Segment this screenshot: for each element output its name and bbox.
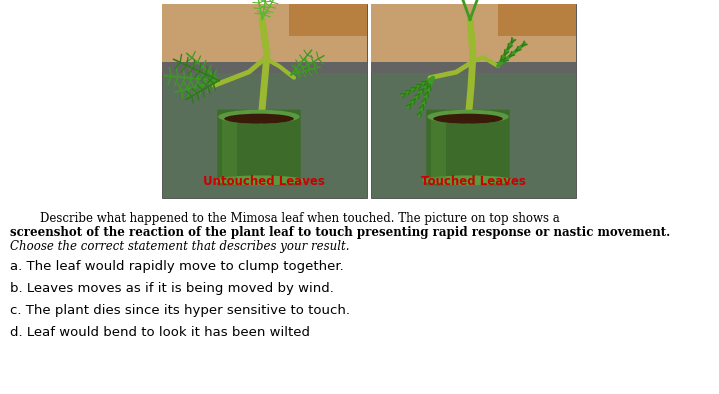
Bar (162, 4, 367, 62)
Bar (222, 115, 237, 180)
Text: Touched Leaves: Touched Leaves (421, 175, 526, 188)
Text: c. The plant dies since its hyper sensitive to touch.: c. The plant dies since its hyper sensit… (10, 304, 350, 317)
Text: Choose the correct statement that describes your result.: Choose the correct statement that descri… (10, 240, 349, 253)
Text: b. Leaves moves as if it is being moved by wind.: b. Leaves moves as if it is being moved … (10, 282, 334, 295)
Text: screenshot of the reaction of the plant leaf to touch presenting rapid response : screenshot of the reaction of the plant … (10, 226, 670, 239)
Bar (289, 4, 367, 36)
Text: Untouched Leaves: Untouched Leaves (203, 175, 325, 188)
Bar (371, 4, 576, 198)
FancyBboxPatch shape (426, 110, 510, 186)
Ellipse shape (214, 175, 305, 186)
Ellipse shape (219, 110, 300, 124)
Ellipse shape (224, 114, 294, 124)
Bar (371, 62, 576, 73)
Ellipse shape (434, 114, 503, 124)
Bar (431, 115, 446, 180)
Bar (498, 4, 576, 36)
Bar (162, 4, 367, 198)
Bar (371, 4, 576, 62)
Text: d. Leaf would bend to look it has been wilted: d. Leaf would bend to look it has been w… (10, 326, 310, 339)
FancyBboxPatch shape (217, 110, 301, 186)
Bar (162, 62, 367, 73)
Ellipse shape (427, 110, 509, 124)
Text: Describe what happened to the Mimosa leaf when touched. The picture on top shows: Describe what happened to the Mimosa lea… (10, 212, 560, 225)
Text: a. The leaf would rapidly move to clump together.: a. The leaf would rapidly move to clump … (10, 260, 344, 273)
Ellipse shape (422, 175, 514, 186)
